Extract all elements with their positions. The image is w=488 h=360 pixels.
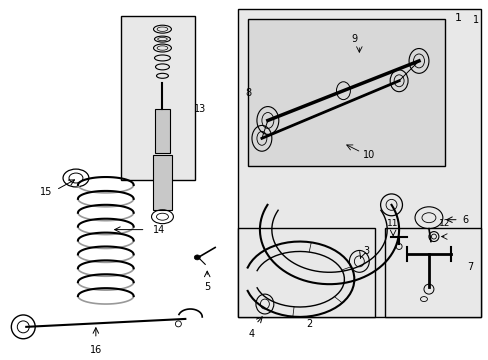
Text: 10: 10 bbox=[363, 150, 375, 160]
Text: 12: 12 bbox=[438, 219, 449, 228]
Text: 7: 7 bbox=[466, 262, 472, 272]
Text: 4: 4 bbox=[248, 329, 255, 339]
Text: 9: 9 bbox=[350, 34, 357, 44]
Bar bbox=[247, 19, 444, 166]
Bar bbox=[385, 228, 480, 317]
Bar bbox=[154, 109, 170, 153]
Bar bbox=[152, 155, 172, 210]
Text: 6: 6 bbox=[462, 215, 468, 225]
Text: 11: 11 bbox=[386, 219, 398, 228]
Text: 3: 3 bbox=[363, 247, 369, 256]
Text: 14: 14 bbox=[152, 225, 164, 235]
Ellipse shape bbox=[63, 169, 89, 187]
Text: 1: 1 bbox=[454, 13, 461, 23]
Bar bbox=[238, 228, 374, 317]
Text: 13: 13 bbox=[194, 104, 206, 113]
Text: 16: 16 bbox=[89, 345, 102, 355]
Ellipse shape bbox=[194, 255, 200, 260]
Bar bbox=[121, 16, 195, 180]
Text: 8: 8 bbox=[244, 88, 250, 98]
Text: 15: 15 bbox=[40, 187, 52, 197]
Text: 1: 1 bbox=[471, 15, 478, 25]
Text: 5: 5 bbox=[203, 282, 210, 292]
Text: 2: 2 bbox=[306, 319, 312, 329]
Bar bbox=[238, 9, 480, 317]
Ellipse shape bbox=[69, 173, 83, 183]
